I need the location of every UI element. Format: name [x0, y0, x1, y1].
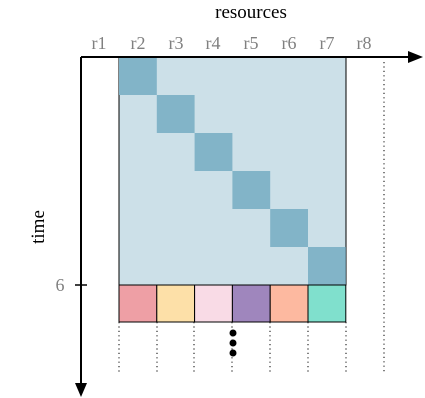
x-axis-title: resources	[215, 2, 287, 23]
column-label-r1: r1	[92, 33, 107, 53]
bottom-row-cell	[156, 284, 196, 323]
diagonal-cells	[119, 57, 346, 285]
bottom-row-cell	[269, 284, 309, 323]
y-axis-title: time	[28, 210, 49, 244]
column-label-r6: r6	[282, 33, 297, 53]
dotted-column-guides	[118, 62, 385, 372]
bottom-row-cell	[118, 284, 158, 323]
diagonal-cell	[270, 209, 308, 247]
y-axis-arrowhead	[75, 383, 87, 397]
diagonal-cell	[119, 57, 157, 95]
bottom-row-cell	[231, 284, 271, 323]
column-label-r7: r7	[320, 33, 335, 53]
diagonal-cell	[232, 171, 271, 209]
column-label-r5: r5	[244, 33, 259, 53]
continuation-dots	[229, 329, 237, 357]
diagonal-cell	[308, 247, 346, 285]
column-label-r3: r3	[169, 33, 184, 53]
bottom-row-cell	[194, 284, 233, 323]
column-label-r8: r8	[357, 33, 372, 53]
bottom-row-cell	[307, 284, 347, 323]
column-labels: r1 r2 r3 r4 r5 r6 r7 r8	[92, 33, 372, 53]
column-label-r4: r4	[206, 33, 221, 53]
axes	[75, 51, 423, 397]
time-marker-label: 6	[56, 275, 65, 295]
dot	[229, 349, 237, 357]
diagonal-cell	[156, 95, 195, 133]
x-axis-arrowhead	[408, 51, 423, 63]
dot	[229, 339, 237, 347]
bottom-row	[118, 284, 347, 323]
column-label-r2: r2	[131, 33, 146, 53]
diagonal-cell	[194, 133, 233, 171]
dot	[229, 329, 237, 337]
